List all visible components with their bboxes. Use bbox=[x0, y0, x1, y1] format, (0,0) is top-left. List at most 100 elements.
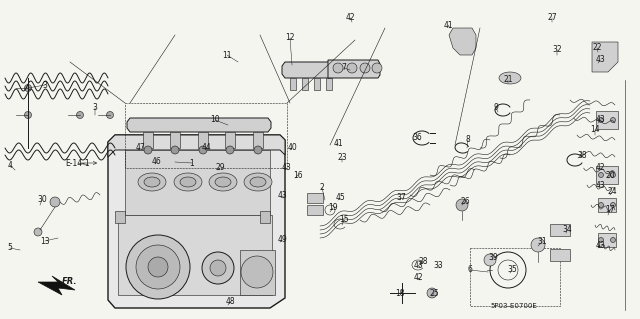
Ellipse shape bbox=[244, 173, 272, 191]
Text: 20: 20 bbox=[605, 170, 615, 180]
Bar bbox=[302, 78, 308, 90]
Bar bbox=[550, 249, 570, 261]
Circle shape bbox=[24, 85, 31, 92]
Ellipse shape bbox=[174, 173, 202, 191]
Text: 37: 37 bbox=[396, 194, 406, 203]
Circle shape bbox=[598, 203, 604, 207]
Text: 38: 38 bbox=[577, 151, 587, 160]
Circle shape bbox=[611, 238, 616, 242]
Polygon shape bbox=[108, 135, 285, 308]
Text: 43: 43 bbox=[278, 191, 288, 201]
Text: 36: 36 bbox=[412, 133, 422, 143]
Text: 44: 44 bbox=[202, 144, 212, 152]
Text: 2: 2 bbox=[319, 183, 324, 192]
Text: 9: 9 bbox=[493, 103, 499, 113]
Text: 8: 8 bbox=[466, 136, 470, 145]
Text: 32: 32 bbox=[552, 46, 562, 55]
Text: 26: 26 bbox=[460, 197, 470, 206]
Text: 13: 13 bbox=[40, 236, 50, 246]
Text: 31: 31 bbox=[537, 238, 547, 247]
Text: 10: 10 bbox=[210, 115, 220, 124]
Circle shape bbox=[484, 254, 496, 266]
Ellipse shape bbox=[209, 173, 237, 191]
Bar bbox=[143, 132, 153, 148]
Text: 3: 3 bbox=[43, 80, 47, 90]
Text: 30: 30 bbox=[37, 196, 47, 204]
Polygon shape bbox=[240, 250, 275, 295]
Text: 28: 28 bbox=[419, 257, 428, 266]
Circle shape bbox=[210, 260, 226, 276]
Polygon shape bbox=[328, 60, 380, 78]
Text: 23: 23 bbox=[337, 153, 347, 162]
Text: 29: 29 bbox=[215, 164, 225, 173]
Circle shape bbox=[226, 146, 234, 154]
Ellipse shape bbox=[180, 177, 196, 187]
Bar bbox=[198, 132, 208, 148]
Text: 27: 27 bbox=[547, 13, 557, 23]
Circle shape bbox=[50, 197, 60, 207]
Text: 43: 43 bbox=[413, 261, 423, 270]
Circle shape bbox=[77, 112, 83, 118]
Circle shape bbox=[372, 63, 382, 73]
Text: 7: 7 bbox=[342, 63, 346, 72]
Text: 48: 48 bbox=[225, 298, 235, 307]
Text: 12: 12 bbox=[285, 33, 295, 42]
Text: 18: 18 bbox=[396, 288, 404, 298]
Ellipse shape bbox=[250, 177, 266, 187]
Bar bbox=[125, 103, 287, 168]
Circle shape bbox=[598, 117, 604, 122]
Polygon shape bbox=[282, 62, 333, 78]
Text: 39: 39 bbox=[488, 254, 498, 263]
Ellipse shape bbox=[499, 72, 521, 84]
Circle shape bbox=[199, 146, 207, 154]
Text: 35: 35 bbox=[507, 265, 517, 275]
Text: 42: 42 bbox=[413, 273, 423, 283]
Text: 15: 15 bbox=[339, 216, 349, 225]
Bar bbox=[170, 132, 180, 148]
Bar bbox=[598, 198, 616, 212]
Text: 43: 43 bbox=[595, 181, 605, 189]
Text: 24: 24 bbox=[607, 188, 617, 197]
Text: 49: 49 bbox=[277, 235, 287, 244]
Circle shape bbox=[531, 238, 545, 252]
Text: 4: 4 bbox=[8, 160, 12, 169]
Text: 5: 5 bbox=[8, 243, 12, 253]
Polygon shape bbox=[125, 150, 270, 215]
Text: 14: 14 bbox=[590, 125, 600, 135]
Text: 43: 43 bbox=[595, 56, 605, 64]
Text: 5P03-E0700E: 5P03-E0700E bbox=[490, 303, 537, 309]
Bar bbox=[290, 78, 296, 90]
Bar bbox=[326, 78, 332, 90]
Circle shape bbox=[611, 117, 616, 122]
Text: 40: 40 bbox=[287, 144, 297, 152]
Text: 3: 3 bbox=[93, 103, 97, 113]
Text: FR.: FR. bbox=[62, 278, 77, 286]
Circle shape bbox=[456, 199, 468, 211]
Bar bbox=[307, 193, 323, 203]
Text: 16: 16 bbox=[293, 170, 303, 180]
Circle shape bbox=[427, 288, 437, 298]
Bar bbox=[596, 111, 618, 129]
Text: 43: 43 bbox=[595, 115, 605, 124]
Circle shape bbox=[148, 257, 168, 277]
Circle shape bbox=[360, 63, 370, 73]
Ellipse shape bbox=[144, 177, 160, 187]
Circle shape bbox=[611, 173, 616, 177]
Circle shape bbox=[136, 245, 180, 289]
Circle shape bbox=[241, 256, 273, 288]
Circle shape bbox=[598, 238, 604, 242]
Text: 46: 46 bbox=[152, 158, 162, 167]
Bar bbox=[253, 132, 263, 148]
Text: 42: 42 bbox=[345, 13, 355, 23]
Text: 33: 33 bbox=[433, 261, 443, 270]
Ellipse shape bbox=[138, 173, 166, 191]
Text: 42: 42 bbox=[595, 164, 605, 173]
Circle shape bbox=[34, 228, 42, 236]
Circle shape bbox=[333, 63, 343, 73]
Circle shape bbox=[24, 112, 31, 118]
Circle shape bbox=[611, 203, 616, 207]
Text: 19: 19 bbox=[328, 204, 338, 212]
Polygon shape bbox=[118, 215, 272, 295]
Bar bbox=[314, 78, 320, 90]
Bar bbox=[550, 224, 570, 236]
